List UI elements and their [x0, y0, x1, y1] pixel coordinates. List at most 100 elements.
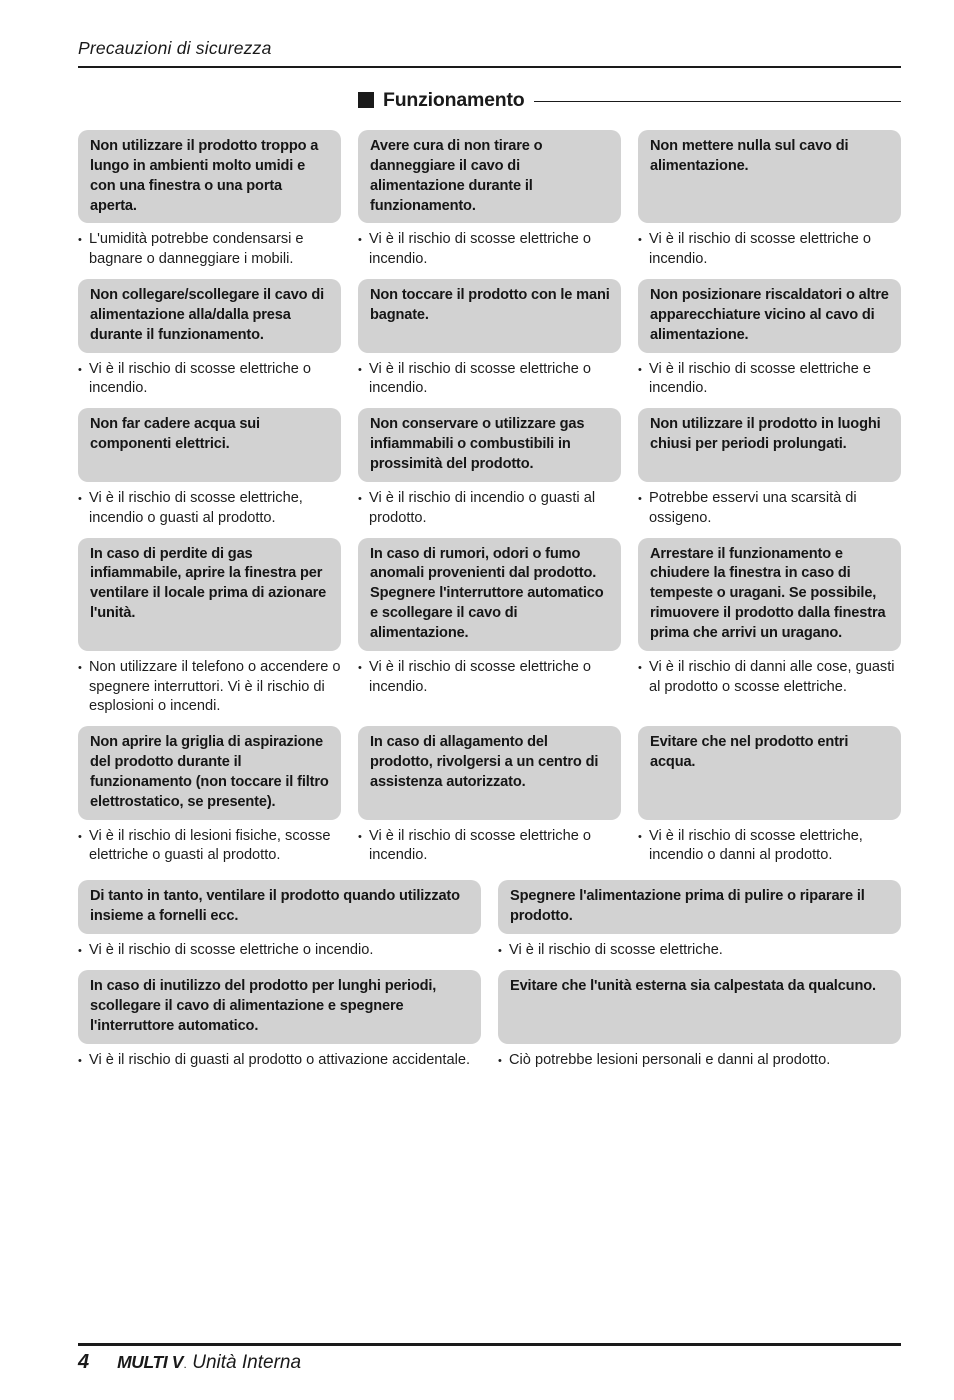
precaution-box: Spegnere l'alimentazione prima di pulire…	[498, 880, 901, 934]
precaution-box: Non conservare o utilizzare gas infiamma…	[358, 408, 621, 482]
bullet-icon: •	[638, 363, 642, 376]
precaution-heading: Non utilizzare il prodotto in luoghi chi…	[650, 416, 881, 453]
note-text: Vi è il rischio di scosse elettriche, in…	[649, 827, 863, 864]
note-text: Potrebbe esservi una scarsità di ossigen…	[649, 489, 857, 526]
precaution-row: In caso di inutilizzo del prodotto per l…	[78, 970, 901, 1071]
bullet-icon: •	[358, 661, 362, 674]
precaution-heading: Avere cura di non tirare o danneggiare i…	[370, 138, 543, 214]
precaution-heading: Evitare che l'unità esterna sia calpesta…	[510, 978, 876, 994]
bullet-icon: •	[78, 492, 82, 505]
precaution-note: • Vi è il rischio di scosse elettriche, i…	[78, 489, 341, 529]
note-text: Vi è il rischio di scosse elettriche, in…	[89, 489, 303, 526]
bullet-icon: •	[638, 830, 642, 843]
precaution-box: Non far cadere acqua sui componenti elet…	[78, 408, 341, 482]
precaution-note: • Ciò potrebbe lesioni personali e danni …	[498, 1051, 901, 1071]
section-heading: Funzionamento	[78, 88, 901, 112]
note-text: Vi è il rischio di scosse elettriche o i…	[369, 827, 591, 864]
precaution-note: • Vi è il rischio di guasti al prodotto o…	[78, 1051, 481, 1071]
bullet-icon: •	[78, 945, 82, 957]
precaution-heading: Non mettere nulla sul cavo di alimentazi…	[650, 138, 849, 174]
note-text: Vi è il rischio di scosse elettriche o i…	[369, 658, 591, 695]
page-footer: 4 MULTI V . Unità Interna	[78, 1343, 901, 1374]
precaution-box: Evitare che l'unità esterna sia calpesta…	[498, 970, 901, 1044]
precaution-heading: Arrestare il funzionamento e chiudere la…	[650, 545, 886, 641]
precaution-note: • Vi è il rischio di scosse elettriche o …	[358, 827, 621, 867]
precaution-note: • Vi è il rischio di incendio o guasti al…	[358, 489, 621, 529]
bullet-icon: •	[358, 234, 362, 247]
precaution-box: Evitare che nel prodotto entri acqua.	[638, 726, 901, 820]
note-text: Vi è il rischio di scosse elettriche o i…	[89, 942, 374, 958]
bullet-icon: •	[78, 661, 82, 674]
precaution-row: Non utilizzare il prodotto troppo a lung…	[78, 130, 901, 270]
bullet-icon: •	[78, 830, 82, 843]
bullet-icon: •	[78, 363, 82, 376]
precaution-note: • Vi è il rischio di scosse elettriche o …	[638, 230, 901, 270]
bullet-icon: •	[638, 492, 642, 505]
precautions-grid-3col: Non utilizzare il prodotto troppo a lung…	[78, 130, 901, 866]
note-text: Vi è il rischio di incendio o guasti al …	[369, 489, 596, 526]
bullet-icon: •	[358, 363, 362, 376]
note-text: L'umidità potrebbe condensarsi e bagnare…	[89, 231, 304, 268]
precaution-heading: Evitare che nel prodotto entri acqua.	[650, 734, 849, 771]
precaution-box: Avere cura di non tirare o danneggiare i…	[358, 130, 621, 224]
precaution-heading: In caso di rumori, odori o fumo anomali …	[370, 545, 604, 641]
note-text: Vi è il rischio di scosse elettriche o i…	[649, 231, 871, 268]
precaution-note: • Potrebbe esservi una scarsità di ossige…	[638, 489, 901, 529]
note-text: Vi è il rischio di scosse elettriche e i…	[649, 360, 871, 397]
bullet-icon: •	[498, 1054, 502, 1067]
precaution-box: Non aprire la griglia di aspirazione del…	[78, 726, 341, 820]
precaution-row: In caso di perdite di gas infiammabile, …	[78, 537, 901, 718]
precaution-note: • Vi è il rischio di lesioni fisiche, sco…	[78, 827, 341, 867]
precaution-note: • Vi è il rischio di scosse elettriche, i…	[638, 827, 901, 867]
brand-mark: .	[184, 1361, 187, 1370]
precaution-heading: Non conservare o utilizzare gas infiamma…	[370, 416, 585, 472]
note-text: Ciò potrebbe lesioni personali e danni a…	[509, 1051, 831, 1068]
precaution-heading: Non utilizzare il prodotto troppo a lung…	[90, 138, 319, 214]
note-text: Vi è il rischio di lesioni fisiche, scos…	[89, 827, 331, 864]
section-title: Funzionamento	[383, 88, 525, 111]
note-text: Vi è il rischio di scosse elettriche o i…	[369, 231, 591, 268]
brand-logo: MULTI V	[117, 1352, 184, 1372]
precaution-note: • Non utilizzare il telefono o accendere …	[78, 658, 341, 718]
bullet-icon: •	[638, 661, 642, 674]
note-text: Vi è il rischio di scosse elettriche o i…	[369, 360, 591, 397]
precaution-box: Non mettere nulla sul cavo di alimentazi…	[638, 130, 901, 224]
precaution-heading: Di tanto in tanto, ventilare il prodotto…	[90, 888, 460, 925]
header-divider	[78, 66, 901, 68]
precaution-heading: Non toccare il prodotto con le mani bagn…	[370, 287, 610, 323]
bullet-icon: •	[78, 1054, 82, 1067]
precaution-row: Di tanto in tanto, ventilare il prodotto…	[78, 880, 901, 961]
precaution-box: In caso di perdite di gas infiammabile, …	[78, 537, 341, 651]
precaution-box: Non utilizzare il prodotto troppo a lung…	[78, 130, 341, 224]
precaution-note: • Vi è il rischio di scosse elettriche.	[498, 941, 901, 961]
precaution-note: • Vi è il rischio di scosse elettriche o …	[358, 230, 621, 270]
footer-line: 4 MULTI V . Unità Interna	[78, 1351, 901, 1374]
precaution-heading: Non posizionare riscaldatori o altre app…	[650, 287, 889, 343]
precaution-note: • Vi è il rischio di danni alle cose, gua…	[638, 658, 901, 718]
note-text: Vi è il rischio di scosse elettriche o i…	[89, 360, 311, 397]
precaution-note: • Vi è il rischio di scosse elettriche e …	[638, 360, 901, 400]
page-title: Precauzioni di sicurezza	[78, 38, 272, 58]
bullet-icon: •	[78, 234, 82, 247]
note-text: Non utilizzare il telefono o accendere o…	[89, 658, 341, 715]
bullet-icon: •	[638, 234, 642, 247]
precaution-box: Non toccare il prodotto con le mani bagn…	[358, 279, 621, 353]
bullet-icon: •	[498, 945, 502, 957]
precaution-row: Non aprire la griglia di aspirazione del…	[78, 726, 901, 866]
precaution-note: • L'umidità potrebbe condensarsi e bagnar…	[78, 230, 341, 270]
precaution-heading: In caso di allagamento del prodotto, riv…	[370, 734, 599, 790]
precaution-heading: Spegnere l'alimentazione prima di pulire…	[510, 888, 865, 925]
black-square-icon	[358, 92, 374, 108]
note-text: Vi è il rischio di guasti al prodotto o …	[89, 1051, 471, 1068]
bullet-icon: •	[358, 492, 362, 505]
section-divider	[534, 101, 901, 102]
precaution-box: Non collegare/scollegare il cavo di alim…	[78, 279, 341, 353]
precaution-note: • Vi è il rischio di scosse elettriche o …	[78, 941, 481, 961]
precaution-note: • Vi è il rischio di scosse elettriche o …	[358, 360, 621, 400]
precaution-box: Di tanto in tanto, ventilare il prodotto…	[78, 880, 481, 934]
precaution-row: Non collegare/scollegare il cavo di alim…	[78, 279, 901, 399]
precaution-heading: Non collegare/scollegare il cavo di alim…	[90, 287, 325, 343]
precaution-heading: Non far cadere acqua sui componenti elet…	[90, 416, 260, 453]
precautions-grid-2col: Di tanto in tanto, ventilare il prodotto…	[78, 880, 901, 1070]
precaution-box: Arrestare il funzionamento e chiudere la…	[638, 537, 901, 651]
